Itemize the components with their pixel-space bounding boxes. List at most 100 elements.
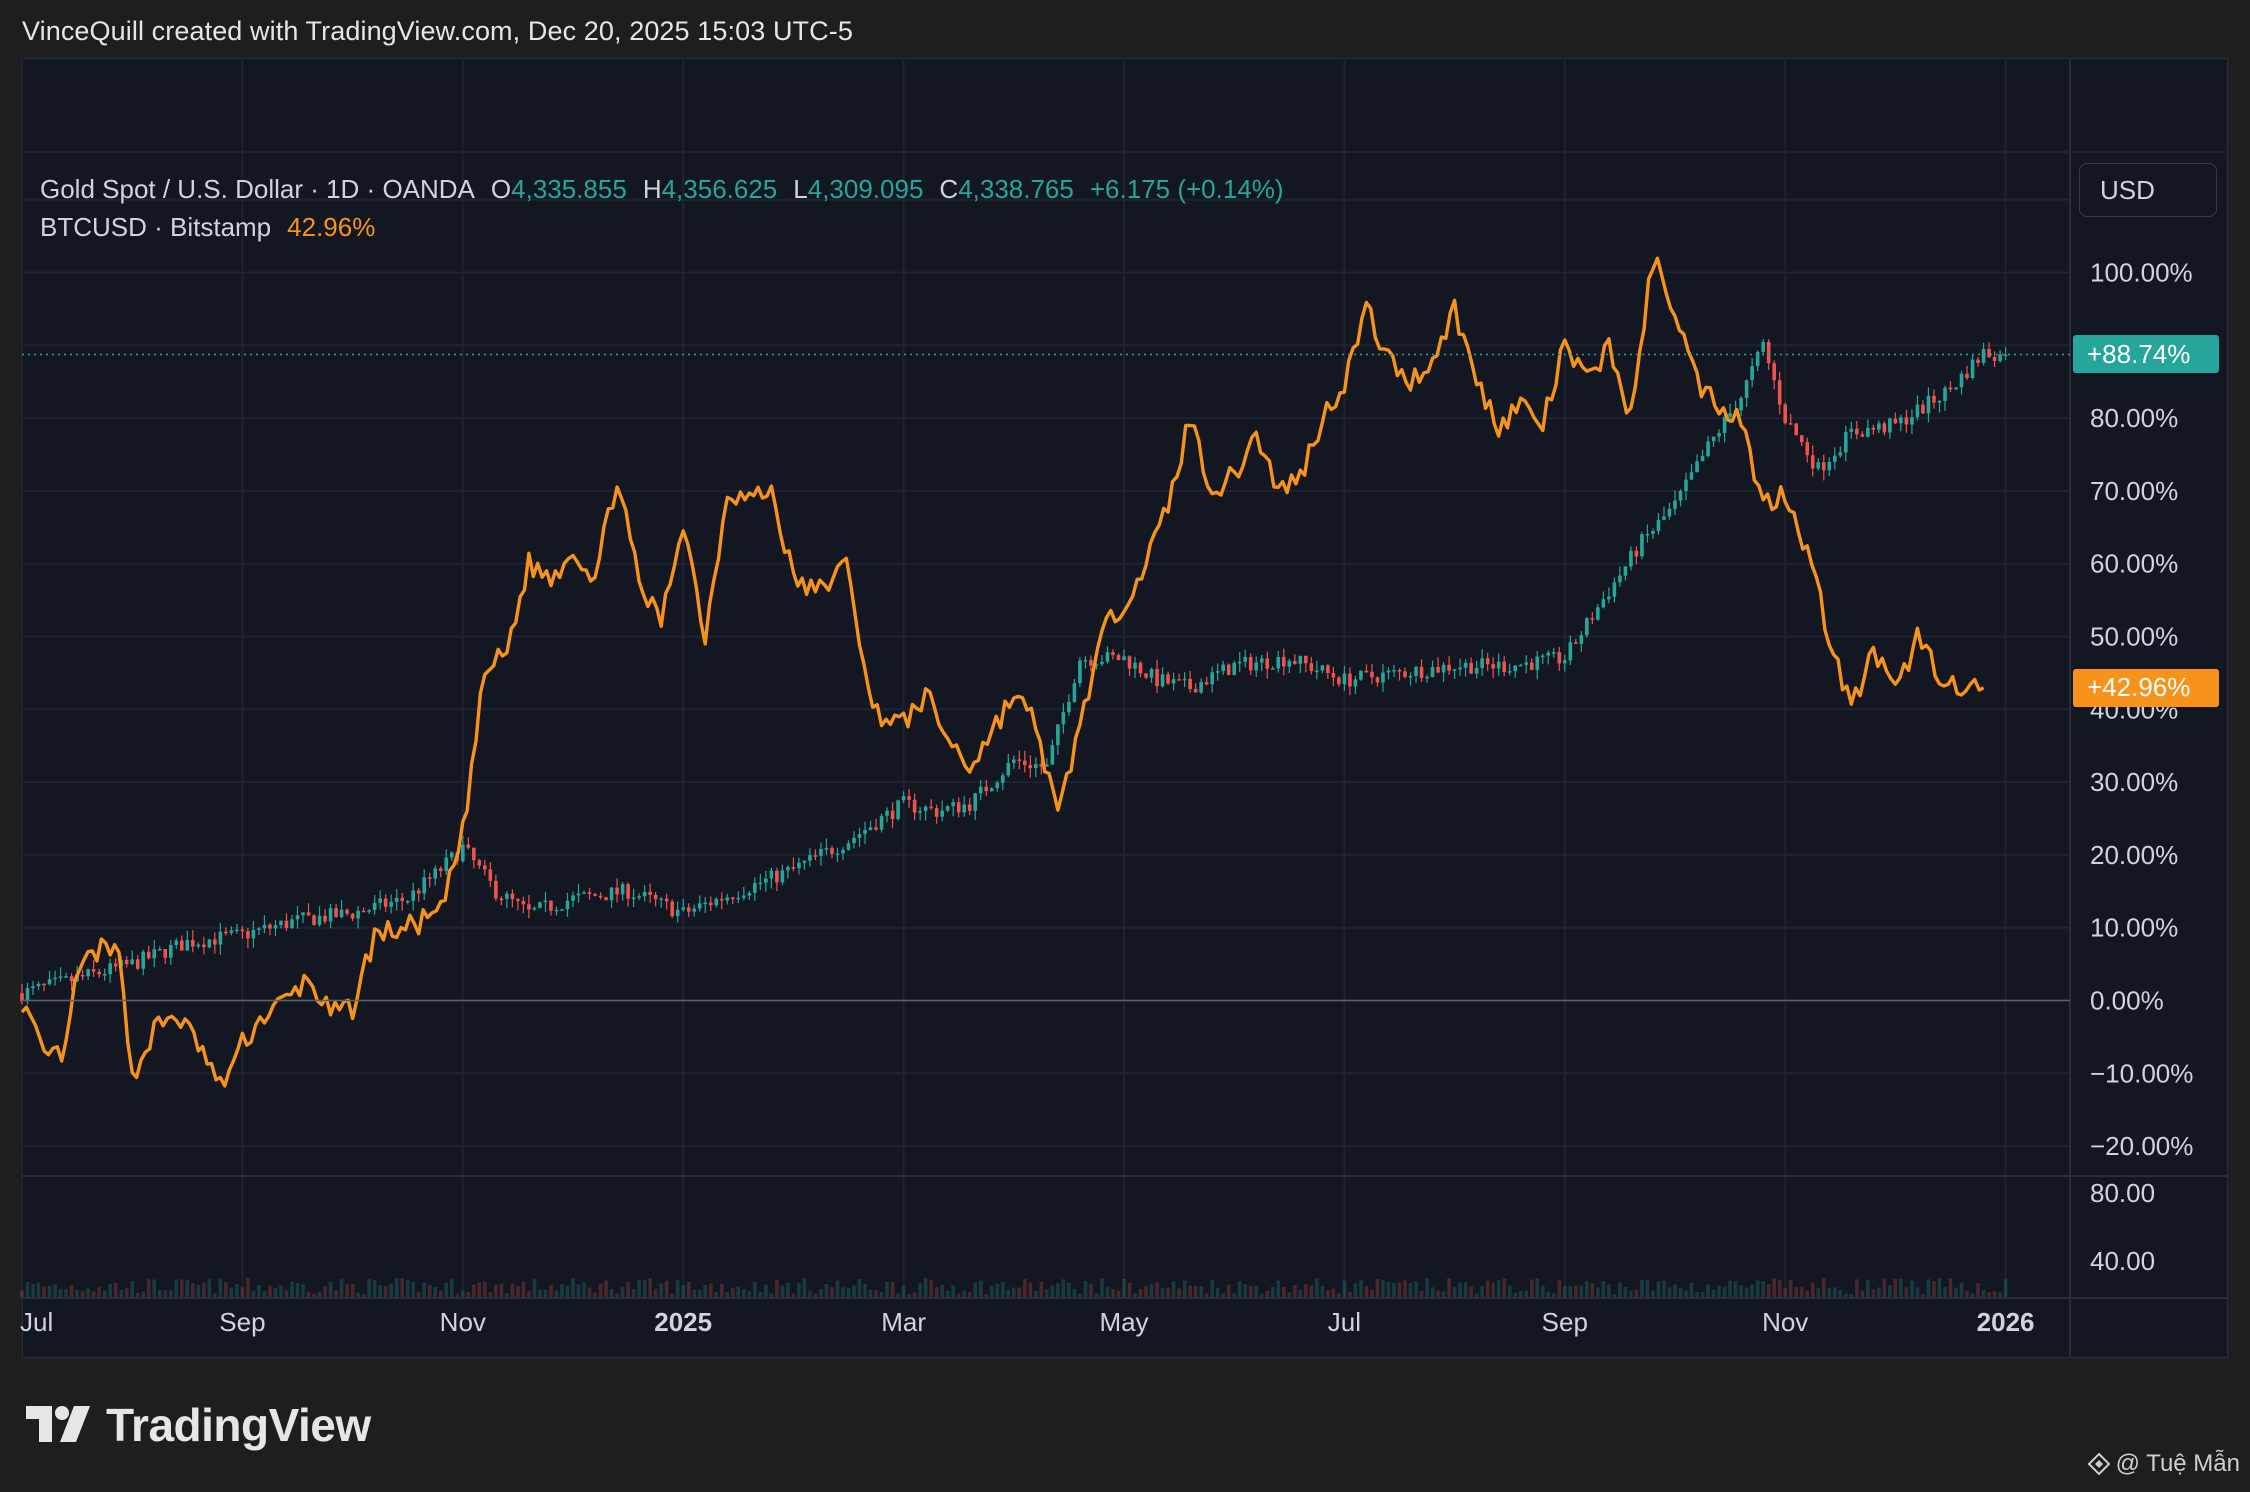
candle-body — [1590, 618, 1595, 620]
gold-candle — [885, 807, 889, 823]
y-axis-label: 80.00% — [2090, 403, 2178, 433]
volume-bar — [1061, 1279, 1066, 1298]
volume-bar — [483, 1281, 487, 1298]
candle-body — [42, 983, 46, 986]
gold-candle — [1094, 662, 1099, 670]
gold-candle — [830, 845, 834, 859]
volume-bar — [1028, 1282, 1033, 1298]
volume-bar — [1805, 1290, 1810, 1298]
gold-candle — [934, 804, 939, 824]
volume-bar — [1910, 1280, 1914, 1298]
volume-bar — [918, 1283, 922, 1298]
btc-line — [20, 256, 1985, 1088]
volume-bar — [1656, 1281, 1661, 1298]
candle-body — [1144, 673, 1148, 678]
gold-candle — [890, 802, 895, 829]
candle-body — [2003, 354, 2008, 356]
volume-bar — [1243, 1284, 1248, 1298]
candle-body — [758, 882, 763, 885]
gold-candle — [427, 872, 432, 888]
candle-body — [653, 894, 658, 900]
gold-candle — [179, 935, 184, 951]
volume-bar — [1480, 1285, 1484, 1298]
volume-bar — [1998, 1292, 2002, 1298]
gold-candle — [521, 896, 526, 914]
gold-symbol-label[interactable]: Gold Spot / U.S. Dollar · 1D · OANDA — [40, 174, 475, 204]
gold-candle — [786, 865, 790, 879]
volume-bar — [1921, 1293, 1925, 1298]
y-axis-label: 0.00% — [2090, 986, 2164, 1016]
volume-bar — [890, 1281, 895, 1298]
volume-bar — [449, 1279, 454, 1298]
candle-body — [1265, 658, 1270, 669]
volume-bar — [1182, 1280, 1187, 1298]
volume-bar — [830, 1287, 834, 1298]
candle-body — [69, 976, 74, 982]
candle-body — [1601, 599, 1606, 608]
gold-candle — [609, 887, 614, 909]
volume-bar — [510, 1283, 515, 1298]
tradingview-logo[interactable]: TradingView — [26, 1398, 371, 1452]
volume-bar — [978, 1280, 983, 1298]
btc-symbol-label[interactable]: BTCUSD · Bitstamp — [40, 212, 272, 242]
gold-candle — [1430, 660, 1435, 678]
gold-candle — [637, 893, 641, 901]
candle-body — [885, 810, 889, 816]
candle-body — [1000, 775, 1005, 783]
candle-body — [1017, 759, 1022, 762]
candle-body — [334, 908, 338, 917]
volume-bar — [1959, 1282, 1964, 1298]
volume-bar — [1849, 1293, 1854, 1298]
volume-bar — [1491, 1282, 1495, 1298]
candle-body — [912, 799, 917, 813]
volume-bar — [229, 1287, 234, 1298]
volume-bar — [1662, 1280, 1666, 1298]
volume-bar — [361, 1293, 366, 1298]
volume-bar — [1133, 1293, 1137, 1298]
x-axis-label: Sep — [219, 1307, 265, 1337]
candle-body — [956, 802, 961, 813]
volume-bar — [703, 1284, 708, 1298]
currency-selector[interactable]: USD — [2079, 163, 2217, 217]
volume-bar — [1755, 1280, 1760, 1298]
gold-candle — [1601, 591, 1606, 609]
candle-body — [1855, 428, 1859, 435]
candle-body — [1155, 668, 1159, 687]
candle-body — [273, 925, 278, 929]
gold-candle — [1215, 663, 1220, 681]
volume-bar — [1563, 1286, 1567, 1298]
volume-bar — [1711, 1289, 1716, 1298]
volume-bar — [339, 1279, 344, 1298]
gold-candle — [692, 904, 697, 917]
gold-candle — [1568, 635, 1573, 666]
gold-candle — [587, 887, 592, 900]
volume-bar — [956, 1293, 961, 1298]
gold-candle — [438, 866, 443, 878]
y-axis-label: 100.00% — [2090, 258, 2193, 288]
volume-bar — [1050, 1285, 1055, 1298]
candle-body — [1276, 657, 1281, 669]
candle-body — [615, 887, 619, 895]
candle-body — [157, 948, 162, 951]
candle-body — [1304, 655, 1308, 664]
candle-body — [1188, 678, 1192, 690]
candle-body — [1739, 398, 1743, 411]
volume-bar — [576, 1284, 581, 1298]
gold-candle — [758, 873, 763, 890]
candle-body — [1948, 387, 1953, 390]
gold-candle — [725, 893, 730, 905]
volume-bar — [1766, 1284, 1771, 1298]
volume-bar — [290, 1281, 294, 1298]
y-axis-label: 10.00% — [2090, 913, 2178, 943]
candle-body — [995, 782, 1000, 789]
gold-candle — [378, 890, 382, 910]
candle-body — [1221, 664, 1225, 672]
candle-body — [405, 900, 410, 903]
volume-bar — [1265, 1290, 1270, 1298]
gold-candle — [31, 980, 35, 996]
volume-bar — [681, 1285, 685, 1298]
candle-body — [1888, 418, 1892, 433]
gold-candle — [631, 888, 636, 908]
gold-candle — [1155, 659, 1159, 694]
